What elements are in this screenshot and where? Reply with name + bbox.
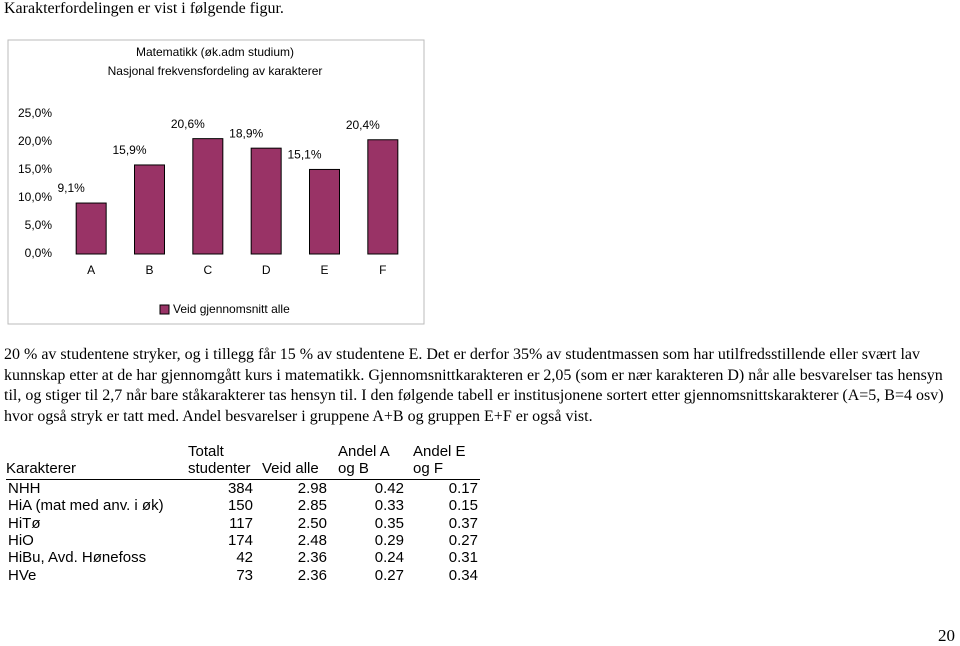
table-header: studenter — [188, 460, 251, 477]
value-label: 20,6% — [171, 117, 205, 131]
value-label: 15,9% — [112, 143, 146, 157]
table-cell: NHH — [8, 480, 41, 497]
chart-title: Nasjonal frekvensfordeling av karakterer — [108, 64, 323, 78]
bar — [192, 138, 224, 255]
x-tick-label: C — [203, 263, 212, 277]
table-cell: 2.50 — [297, 514, 327, 532]
bar — [367, 139, 399, 255]
legend-label: Veid gjennomsnitt alle — [173, 302, 290, 316]
table-cell: 73 — [236, 566, 253, 584]
table-cell: 0.31 — [448, 549, 478, 567]
bar — [75, 202, 107, 255]
table-cell: 0.24 — [374, 549, 404, 567]
y-tick-label: 25,0% — [18, 106, 52, 120]
table-header: og B — [338, 460, 369, 477]
chart-title: Matematikk (øk.adm studium) — [136, 45, 294, 59]
value-label: 9,1% — [57, 181, 85, 195]
table-header: Veid alle — [262, 460, 319, 477]
table-cell: 2.36 — [297, 549, 327, 567]
y-tick-label: 20,0% — [18, 134, 52, 148]
table-cell: 2.85 — [297, 497, 327, 515]
table-cell: 0.29 — [374, 531, 404, 549]
y-tick-label: 15,0% — [18, 162, 52, 176]
table-cell: HiA (mat med anv. i øk) — [8, 497, 164, 515]
x-tick-label: A — [87, 263, 95, 277]
x-tick-label: E — [320, 263, 328, 277]
table-cell: 0.33 — [374, 497, 404, 515]
table-cell: 0.27 — [374, 566, 404, 584]
y-tick-label: 0,0% — [25, 246, 53, 260]
value-label: 18,9% — [229, 126, 263, 140]
table-header: og F — [413, 460, 444, 477]
intro: Karakterfordelingen er vist i følgende f… — [4, 0, 284, 17]
bar — [250, 147, 282, 255]
y-tick-label: 10,0% — [18, 190, 52, 204]
table-cell: HiTø — [8, 514, 41, 532]
table-cell: 117 — [229, 514, 253, 532]
table-cell: 2.98 — [297, 480, 327, 497]
value-label: 20,4% — [346, 118, 380, 132]
x-tick-label: D — [262, 263, 271, 277]
table-cell: HVe — [8, 566, 37, 584]
table-cell: 0.15 — [448, 497, 478, 515]
paragraph: 20 % av studentene stryker, og i tillegg… — [4, 346, 944, 425]
table-cell: 384 — [227, 480, 253, 497]
table-cell: 174 — [227, 531, 253, 549]
bar — [309, 168, 340, 255]
y-tick-label: 5,0% — [25, 218, 53, 232]
page-number: 20 — [938, 626, 955, 645]
chart: Matematikk (øk.adm studium) Nasjonal frek… — [7, 39, 425, 325]
table-cell: 2.36 — [297, 566, 327, 584]
table-header: Karakterer — [6, 460, 77, 477]
value-label: 15,1% — [287, 148, 321, 162]
bar — [134, 164, 165, 255]
table-cell: 0.34 — [448, 566, 478, 584]
table-cell: HiBu, Avd. Hønefoss — [8, 549, 147, 567]
legend-swatch — [159, 304, 170, 315]
x-tick-label: F — [379, 263, 386, 277]
table-cell: 150 — [227, 497, 253, 515]
table-cell: 0.27 — [448, 531, 478, 549]
table-cell: HiO — [8, 531, 34, 549]
x-tick-label: B — [145, 263, 153, 277]
table-cell: 0.37 — [448, 514, 478, 532]
table-header: Totalt — [188, 443, 224, 460]
header-rule — [6, 479, 480, 480]
table-cell: 42 — [236, 549, 253, 567]
table-cell: 2.48 — [297, 531, 327, 549]
table-header: Andel A — [338, 443, 390, 460]
table-cell: 0.35 — [374, 514, 404, 532]
table-header: Andel E — [413, 443, 466, 460]
table-cell: 0.17 — [448, 480, 478, 497]
table-cell: 0.42 — [374, 480, 404, 497]
